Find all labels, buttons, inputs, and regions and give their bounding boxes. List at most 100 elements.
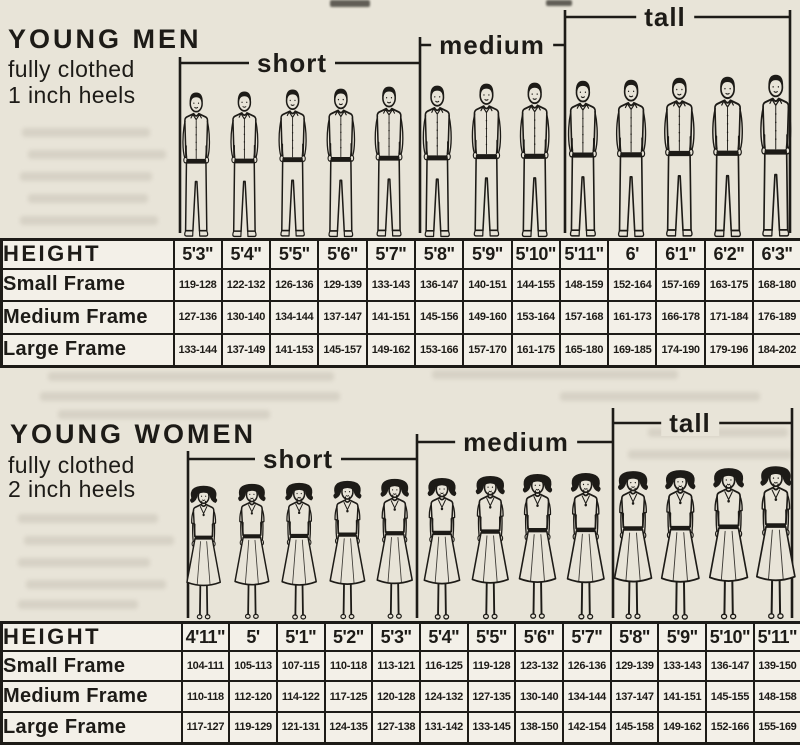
- bracket-label-tall: tall: [661, 410, 719, 436]
- weight-range-cell: 119-128: [466, 650, 517, 682]
- weight-range-cell: 184-202: [752, 332, 800, 368]
- bracket-label-short: short: [249, 50, 335, 76]
- weight-range-cell: 110-118: [180, 680, 231, 713]
- bracket-label-medium: medium: [455, 429, 577, 455]
- print-bleed-artifact: [18, 558, 150, 567]
- weight-range-cell: 152-164: [607, 267, 658, 302]
- weight-range-cell: 112-120: [228, 680, 278, 713]
- height-column-header: 5'7": [562, 621, 612, 652]
- height-column-header: 5'5": [466, 621, 517, 652]
- weight-range-cell: 133-143: [365, 267, 416, 302]
- weight-range-cell: 155-169: [752, 711, 800, 744]
- weight-range-cell: 166-178: [655, 299, 706, 335]
- weight-range-cell: 141-151: [365, 299, 416, 335]
- weight-range-cell: 131-142: [418, 711, 469, 744]
- young-men-subtitle-heels: 1 inch heels: [8, 82, 136, 108]
- bracket-label-short: short: [255, 446, 341, 472]
- weight-range-cell: 126-136: [269, 267, 320, 302]
- weight-range-cell: 157-170: [462, 332, 513, 368]
- young-women-height-weight-table: HEIGHT 4'11" 5' 5'1" 5'2" 5'3" 5'4" 5'5" 5'6" 5'7…: [0, 621, 800, 745]
- weight-range-cell: 144-155: [510, 267, 561, 302]
- young-women-subtitle-heels: 2 inch heels: [8, 476, 136, 502]
- weight-range-cell: 120-128: [371, 680, 421, 713]
- weight-range-cell: 163-175: [703, 267, 755, 302]
- weight-range-cell: 113-121: [371, 650, 421, 682]
- weight-range-cell: 161-173: [607, 299, 658, 335]
- print-bleed-artifact: [20, 172, 152, 181]
- table-row: Medium Frame 127-136 130-140 134-144 137-147…: [0, 299, 800, 335]
- weight-range-cell: 133-143: [657, 650, 708, 682]
- weight-range-cell: 153-164: [510, 299, 561, 335]
- young-men-height-weight-table: HEIGHT 5'3" 5'4" 5'5" 5'6" 5'7" 5'8" 5'9" 5'10" 5…: [0, 238, 800, 368]
- weight-range-cell: 137-147: [317, 299, 368, 335]
- bracket-label-tall: tall: [636, 4, 694, 30]
- print-bleed-artifact: [26, 580, 166, 589]
- height-column-header: 6': [607, 238, 658, 270]
- height-column-header: 5'6": [514, 621, 564, 652]
- weight-range-cell: 149-162: [657, 711, 708, 744]
- weight-range-cell: 136-147: [413, 267, 465, 302]
- height-column-header: 5'6": [317, 238, 368, 270]
- height-column-header: 5'11": [752, 621, 800, 652]
- weight-range-cell: 129-139: [317, 267, 368, 302]
- table-corner-height-label: HEIGHT: [0, 621, 183, 652]
- height-column-header: 5'11": [558, 238, 610, 270]
- print-bleed-artifact: [20, 216, 158, 225]
- weight-range-cell: 171-184: [703, 299, 755, 335]
- weight-range-cell: 129-139: [609, 650, 660, 682]
- print-bleed-artifact: [432, 370, 678, 379]
- weight-range-cell: 139-150: [752, 650, 800, 682]
- page-edge-ink-mark: [330, 0, 370, 7]
- print-bleed-artifact: [560, 392, 760, 401]
- weight-range-cell: 161-175: [510, 332, 561, 368]
- print-bleed-artifact: [28, 150, 166, 159]
- weight-range-cell: 119-128: [172, 267, 223, 302]
- weight-range-cell: 141-151: [657, 680, 708, 713]
- weight-range-cell: 127-138: [371, 711, 421, 744]
- frame-row-label: Large Frame: [0, 711, 183, 744]
- frame-row-label: Medium Frame: [0, 680, 183, 713]
- weight-range-cell: 168-180: [752, 267, 800, 302]
- height-column-header: 5'2": [323, 621, 374, 652]
- weight-range-cell: 104-111: [180, 650, 231, 682]
- weight-range-cell: 130-140: [220, 299, 272, 335]
- weight-range-cell: 133-144: [172, 332, 223, 368]
- height-column-header: 4'11": [180, 621, 231, 652]
- weight-range-cell: 105-113: [228, 650, 278, 682]
- height-column-header: 5'3": [172, 238, 223, 270]
- weight-range-cell: 130-140: [514, 680, 564, 713]
- print-bleed-artifact: [22, 128, 150, 137]
- print-bleed-artifact: [18, 514, 158, 523]
- table-row: Large Frame 117-127 119-129 121-131 124-135 1…: [0, 711, 800, 744]
- weight-range-cell: 123-132: [514, 650, 564, 682]
- weight-range-cell: 149-160: [462, 299, 513, 335]
- weight-range-cell: 117-127: [180, 711, 231, 744]
- frame-row-label: Medium Frame: [0, 299, 175, 335]
- young-women-subtitle-clothed: fully clothed: [8, 452, 135, 478]
- weight-range-cell: 134-144: [269, 299, 320, 335]
- print-bleed-artifact: [40, 392, 340, 401]
- weight-range-cell: 124-135: [323, 711, 374, 744]
- young-women-title: YOUNG WOMEN: [10, 419, 256, 449]
- table-row: Medium Frame 110-118 112-120 114-122 117-125…: [0, 680, 800, 713]
- weight-range-cell: 165-180: [558, 332, 610, 368]
- weight-range-cell: 116-125: [418, 650, 469, 682]
- weight-range-cell: 127-135: [466, 680, 517, 713]
- print-bleed-artifact: [24, 536, 174, 545]
- weight-range-cell: 141-153: [269, 332, 320, 368]
- weight-range-cell: 179-196: [703, 332, 755, 368]
- weight-range-cell: 137-147: [609, 680, 660, 713]
- weight-range-cell: 145-158: [609, 711, 660, 744]
- height-column-header: 5'8": [609, 621, 660, 652]
- weight-range-cell: 148-159: [558, 267, 610, 302]
- height-column-header: 6'2": [703, 238, 755, 270]
- weight-range-cell: 153-166: [413, 332, 465, 368]
- height-column-header: 5'4": [220, 238, 272, 270]
- weight-range-cell: 110-118: [323, 650, 374, 682]
- weight-range-cell: 152-166: [705, 711, 755, 744]
- print-bleed-artifact: [58, 410, 270, 419]
- height-column-header: 5'9": [657, 621, 708, 652]
- table-corner-height-label: HEIGHT: [0, 238, 175, 270]
- print-bleed-artifact: [28, 194, 148, 203]
